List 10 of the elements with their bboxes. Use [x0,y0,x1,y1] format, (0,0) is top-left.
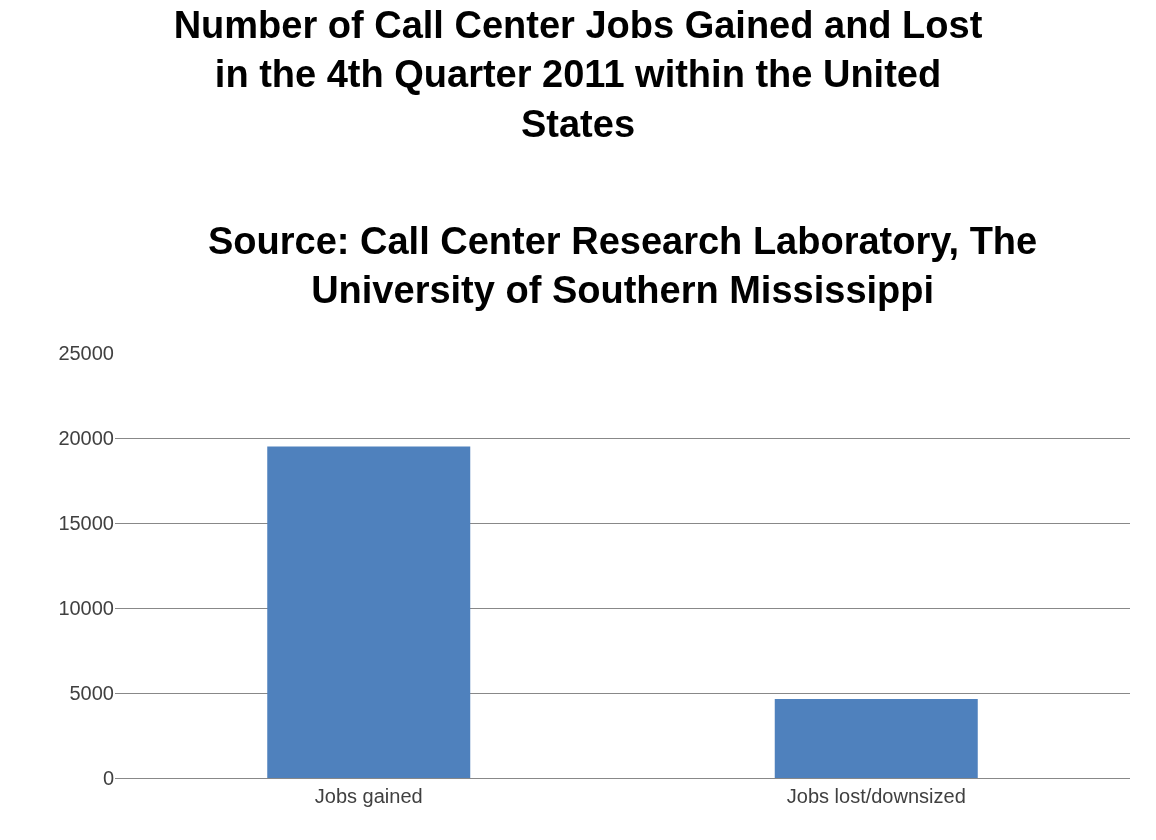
y-tick-label: 5000 [69,682,114,704]
y-tick-label: 0 [102,767,114,789]
y-tick-label: 15000 [58,512,114,534]
y-tick-label: 25000 [58,342,114,364]
x-tick-label: Jobs lost/downsized [786,785,966,807]
y-tick-label: 20000 [58,427,114,449]
x-tick-label: Jobs gained [314,785,423,807]
y-tick-label: 10000 [58,597,114,619]
source-note: Source: Call Center Research Laboratory, The University of Southern Mississippi [208,220,1038,312]
chart-title: Number of Call Center Jobs Gained and Lost in the 4th Quarter 2011 within the United States [173,3,983,145]
